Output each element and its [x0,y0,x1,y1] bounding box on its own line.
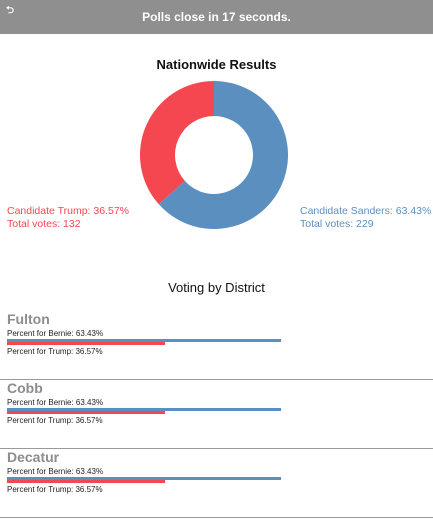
sanders-votes-label: Total votes: 229 [300,218,374,230]
trump-percent-label: Percent for Trump: 36.57% [7,347,103,356]
logout-icon[interactable]: ⮌ [6,5,15,16]
sanders-summary: Candidate Sanders: 63.43% Total votes: 2… [300,205,431,231]
polls-countdown: Polls close in 17 seconds. [142,10,291,24]
trump-votes-label: Total votes: 132 [7,218,81,230]
bernie-percent-label: Percent for Bernie: 63.43% [7,329,104,338]
district-card: Fulton Percent for Bernie: 63.43% Percen… [0,311,433,380]
trump-percent-label: Percent for Trump: 36.57% [7,485,103,494]
trump-percent-label: Percent for Trump: 36.57% [7,416,103,425]
trump-bar [7,411,165,414]
district-card: Cobb Percent for Bernie: 63.43% Percent … [0,380,433,449]
bernie-percent-label: Percent for Bernie: 63.43% [7,398,104,407]
sanders-percent-label: Candidate Sanders: 63.43% [300,205,432,217]
nationwide-donut-chart [140,81,288,229]
nationwide-title: Nationwide Results [156,57,277,72]
district-name: Decatur [7,449,60,465]
trump-summary: Candidate Trump: 36.57% Total votes: 132 [7,205,129,231]
trump-bar [7,342,165,345]
trump-bar [7,480,165,483]
bernie-percent-label: Percent for Bernie: 63.43% [7,467,104,476]
district-name: Fulton [7,311,50,327]
district-card: Decatur Percent for Bernie: 63.43% Perce… [0,449,433,518]
donut-slice-trump [140,81,214,205]
bernie-bar [7,339,282,342]
trump-percent-label: Candidate Trump: 36.57% [7,205,129,217]
donut-slice-sanders [158,81,288,229]
status-bar: ⮌ Polls close in 17 seconds. [0,0,433,34]
district-section-title: Voting by District [168,280,265,295]
bernie-bar [7,408,282,411]
bernie-bar [7,477,282,480]
district-name: Cobb [7,380,43,396]
